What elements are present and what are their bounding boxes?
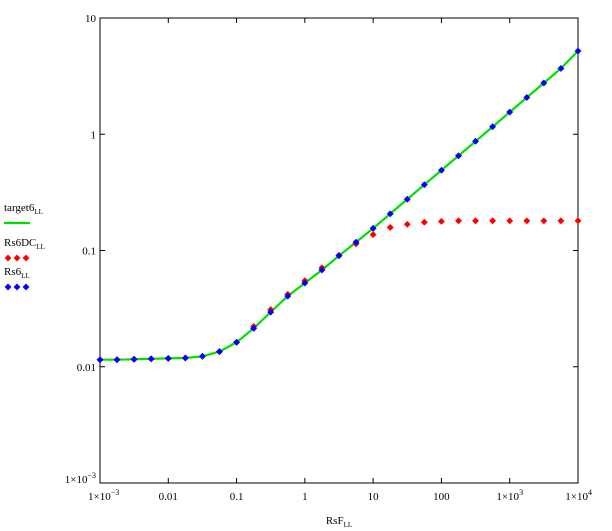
series-layer	[96, 47, 582, 364]
x-tick-label: 1	[302, 491, 308, 503]
data-point	[403, 220, 411, 228]
legend-diamond-swatch	[22, 283, 30, 291]
x-tick-label: 0.01	[159, 491, 178, 503]
legend-diamond-swatch	[13, 254, 21, 262]
x-tick-label: 0.1	[230, 491, 244, 503]
x-tick-label: 1×10−3	[88, 488, 119, 503]
data-point	[233, 338, 241, 346]
x-axis-title: RsFLL	[326, 515, 352, 529]
legend-diamond-swatch	[4, 283, 12, 291]
data-point	[574, 47, 582, 55]
data-point	[506, 108, 514, 116]
data-point	[284, 292, 292, 300]
data-point	[198, 352, 206, 360]
data-point	[454, 217, 463, 225]
data-point	[471, 137, 480, 145]
data-point	[318, 266, 326, 274]
data-point	[437, 217, 445, 225]
data-point	[130, 355, 138, 363]
data-point	[267, 308, 275, 316]
data-point	[215, 348, 224, 356]
data-point	[557, 64, 565, 73]
data-point	[489, 217, 497, 225]
y-tick-label: 10	[85, 13, 97, 25]
legend-diamond-swatch	[22, 254, 30, 262]
x-axis: 1×10−3 0.01 0.1 1 10 100 1×103 1×104	[88, 18, 592, 503]
data-point	[181, 354, 189, 362]
x-tick-label: 10	[368, 491, 380, 503]
plot-frame	[99, 17, 579, 484]
legend-label: Rs6LL	[4, 266, 30, 280]
data-point	[574, 217, 582, 225]
legend-diamond-swatch	[13, 283, 21, 291]
data-point	[96, 356, 104, 364]
data-point	[250, 324, 258, 332]
legend-label: target6LL	[4, 202, 43, 216]
data-point	[420, 181, 428, 189]
data-point	[369, 231, 377, 239]
data-point	[489, 123, 497, 131]
data-point	[369, 224, 377, 232]
data-point	[164, 354, 172, 362]
series-rs6dc	[96, 217, 582, 364]
series-line	[100, 50, 579, 361]
data-point	[506, 217, 514, 225]
x-tick-label: 1×104	[565, 488, 592, 503]
y-tick-label: 0.01	[77, 362, 96, 374]
data-point	[454, 152, 463, 160]
data-point	[437, 166, 445, 174]
data-point	[523, 93, 531, 102]
data-point	[352, 238, 360, 246]
data-point	[386, 223, 394, 231]
legend-label: Rs6DCLL	[4, 237, 45, 251]
data-point	[471, 217, 480, 225]
data-point	[386, 210, 394, 218]
legend-diamond-swatch	[4, 254, 12, 262]
y-tick-label: 0.1	[82, 246, 96, 258]
y-tick-label: 1×10−3	[65, 471, 96, 486]
legend: target6LL Rs6DCLL Rs6LL	[4, 202, 45, 291]
data-point	[540, 79, 548, 87]
data-point	[335, 252, 343, 260]
y-axis: 1×10−3 0.01 0.1 1 10	[65, 13, 578, 486]
y-tick-label: 1	[91, 129, 97, 141]
data-point	[113, 356, 121, 364]
data-point	[557, 217, 565, 225]
series-rs6	[96, 47, 582, 364]
data-point	[301, 279, 309, 287]
data-point	[420, 218, 428, 226]
data-point	[523, 217, 531, 225]
data-point	[540, 217, 548, 225]
x-tick-label: 100	[433, 491, 450, 503]
series-target6	[100, 50, 579, 361]
data-point	[147, 355, 155, 363]
data-point	[403, 195, 411, 203]
x-tick-label: 1×103	[496, 488, 523, 503]
